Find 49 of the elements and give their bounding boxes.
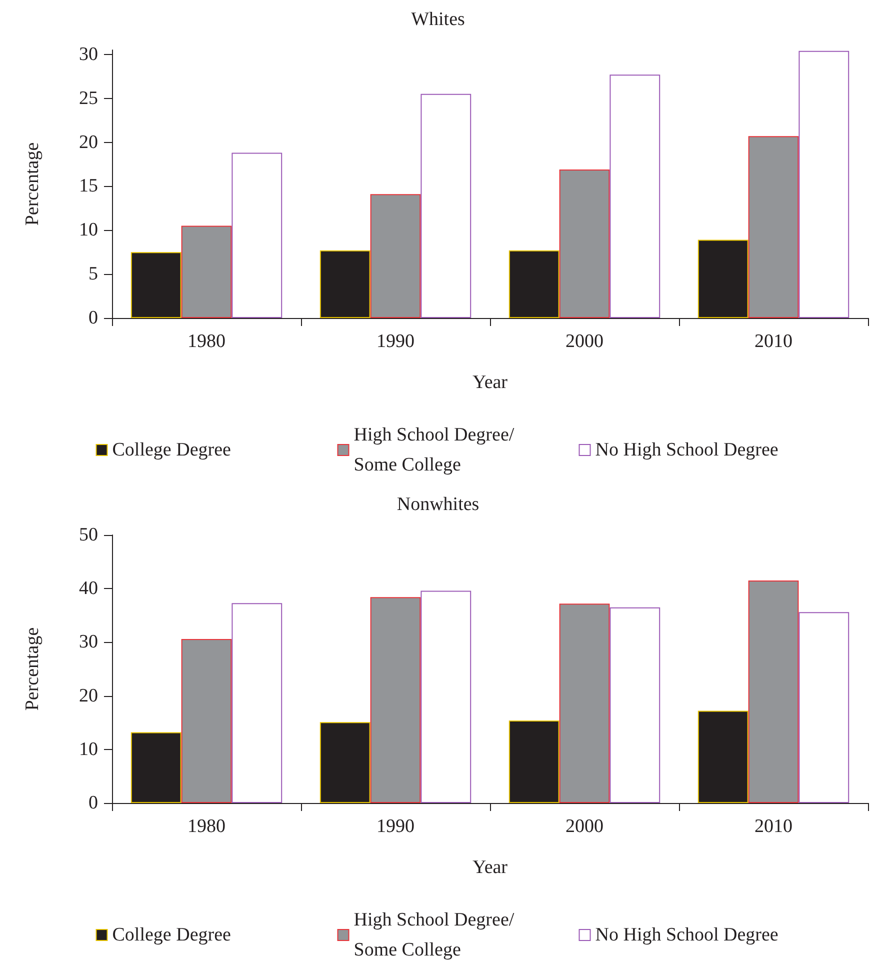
y-tick-label: 30 bbox=[79, 44, 98, 65]
y-tick-label: 5 bbox=[88, 264, 98, 285]
bar bbox=[370, 194, 421, 318]
y-tick-label: 0 bbox=[88, 308, 98, 328]
x-tick-label: 2010 bbox=[754, 331, 792, 352]
y-tick-label: 25 bbox=[79, 88, 98, 109]
bar bbox=[610, 607, 660, 803]
chart-title: Nonwhites bbox=[396, 494, 480, 515]
legend-label: College Degree bbox=[112, 440, 231, 460]
bar bbox=[798, 612, 850, 803]
legend-label: No High School Degree bbox=[595, 924, 778, 946]
legend-label: College Degree bbox=[112, 924, 231, 946]
bar bbox=[610, 74, 660, 318]
x-tick-label: 2010 bbox=[754, 816, 792, 837]
y-tick-label: 10 bbox=[79, 220, 98, 241]
y-tick-label: 0 bbox=[88, 792, 98, 814]
x-tick-label: 1990 bbox=[376, 331, 414, 352]
bar bbox=[370, 597, 421, 803]
x-tick-label: 1980 bbox=[188, 331, 226, 352]
y-tick-label: 20 bbox=[79, 132, 98, 153]
bar bbox=[181, 638, 232, 803]
y-tick-label: 50 bbox=[79, 524, 98, 546]
bar bbox=[559, 170, 610, 318]
y-tick-label: 15 bbox=[79, 176, 98, 197]
x-tick-label: 1990 bbox=[376, 816, 414, 837]
bar bbox=[748, 580, 799, 803]
bar bbox=[232, 152, 282, 318]
x-axis-title: Year bbox=[472, 372, 508, 393]
bar bbox=[420, 94, 472, 318]
y-tick-label: 20 bbox=[79, 685, 98, 706]
bar bbox=[748, 136, 799, 318]
y-tick-label: 40 bbox=[79, 578, 98, 600]
y-tick-label: 30 bbox=[79, 632, 98, 653]
legend-label: High School Degree/ Some College bbox=[354, 910, 519, 960]
x-axis-title: Year bbox=[472, 857, 508, 878]
legend-label: No High School Degree bbox=[595, 440, 778, 460]
y-tick-label: 10 bbox=[79, 738, 98, 760]
bar bbox=[798, 50, 850, 318]
y-axis-title: Percentage bbox=[22, 142, 43, 226]
x-tick-label: 1980 bbox=[188, 816, 226, 837]
bar bbox=[181, 226, 232, 318]
bar bbox=[420, 590, 472, 803]
bar bbox=[559, 604, 610, 803]
x-tick-label: 2000 bbox=[566, 331, 604, 352]
legend-label: High School Degree/ Some College bbox=[354, 424, 519, 476]
y-axis-title: Percentage bbox=[22, 627, 43, 711]
chart-title: Whites bbox=[411, 9, 465, 30]
bar bbox=[232, 603, 282, 803]
x-tick-label: 2000 bbox=[566, 816, 604, 837]
